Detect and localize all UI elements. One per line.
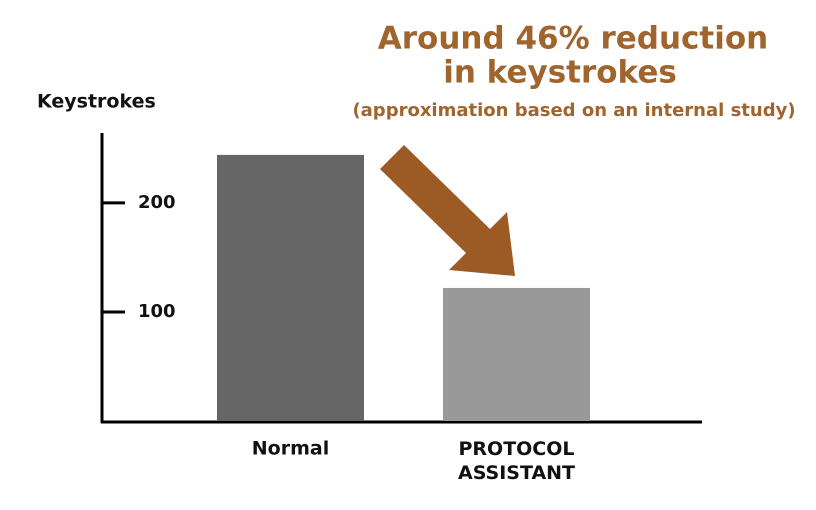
chart-subtitle: (approximation based on an internal stud… bbox=[352, 100, 795, 121]
bar bbox=[217, 154, 364, 421]
chart-title: Around 46% reduction bbox=[378, 21, 768, 57]
x-tick-label: PROTOCOL ASSISTANT bbox=[458, 438, 575, 484]
y-axis-label: Keystrokes bbox=[37, 91, 156, 113]
y-tick-label: 100 bbox=[138, 301, 176, 322]
y-tick-label: 200 bbox=[138, 192, 176, 213]
chart-title: in keystrokes bbox=[443, 55, 677, 91]
reduction-arrow bbox=[380, 145, 515, 276]
bar bbox=[443, 287, 590, 421]
x-tick-label: Normal bbox=[252, 438, 329, 460]
